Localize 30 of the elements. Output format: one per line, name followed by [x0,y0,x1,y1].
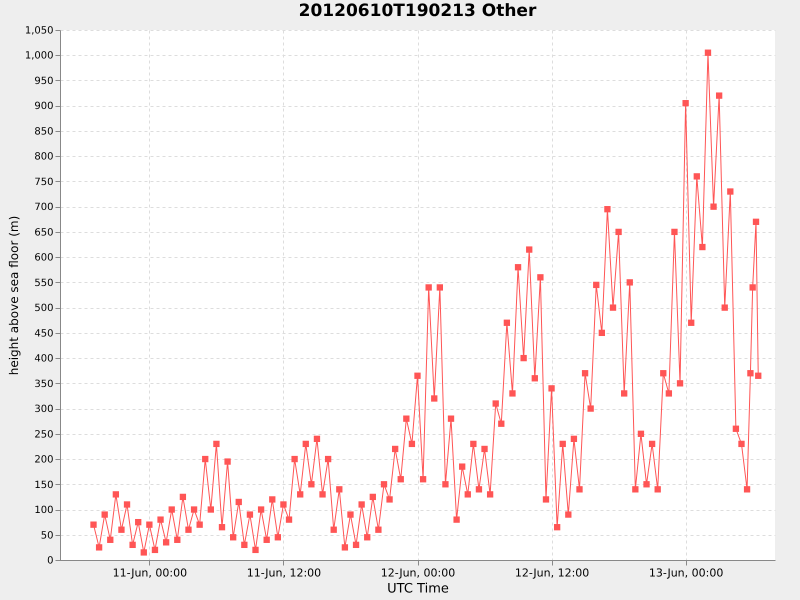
y-tick-label: 300 [34,404,54,416]
y-tick-label: 150 [34,480,54,491]
y-tick-label: 100 [34,505,54,516]
y-tick-label: 200 [34,454,54,466]
x-tick-label: 12-Jun, 00:00 [380,566,456,580]
y-tick-label: 1,050 [24,26,54,36]
y-tick-label: 600 [34,252,54,264]
y-tick-label: 500 [34,303,54,314]
y-tick-label: 400 [34,354,54,365]
y-tick-label: 550 [34,278,54,289]
y-tick-label: 350 [34,378,54,390]
y-tick-label: 1,000 [24,50,54,62]
y-axis-title: height above sea floor (m) [6,216,21,376]
y-tick-label: 450 [34,328,54,340]
y-tick-label: 50 [40,530,54,542]
chart-title: 20120610T190213 Other [298,1,537,21]
y-tick-label: 250 [34,429,54,440]
y-tick-label: 0 [47,556,54,566]
y-tick-label: 850 [34,126,54,138]
x-tick-label: 11-Jun, 00:00 [112,566,188,580]
y-tick-label: 900 [34,101,54,112]
y-tick-label: 650 [34,227,54,238]
y-tick-label: 700 [34,202,54,214]
y-tick-label: 950 [34,76,54,87]
x-axis-title: UTC Time [387,582,449,596]
y-tick-label: 800 [34,152,54,163]
x-tick-label: 13-Jun, 00:00 [648,566,724,580]
y-tick-label: 750 [34,176,54,188]
x-tick-label: 12-Jun, 12:00 [514,566,590,580]
x-tick-label: 11-Jun, 12:00 [246,566,322,580]
